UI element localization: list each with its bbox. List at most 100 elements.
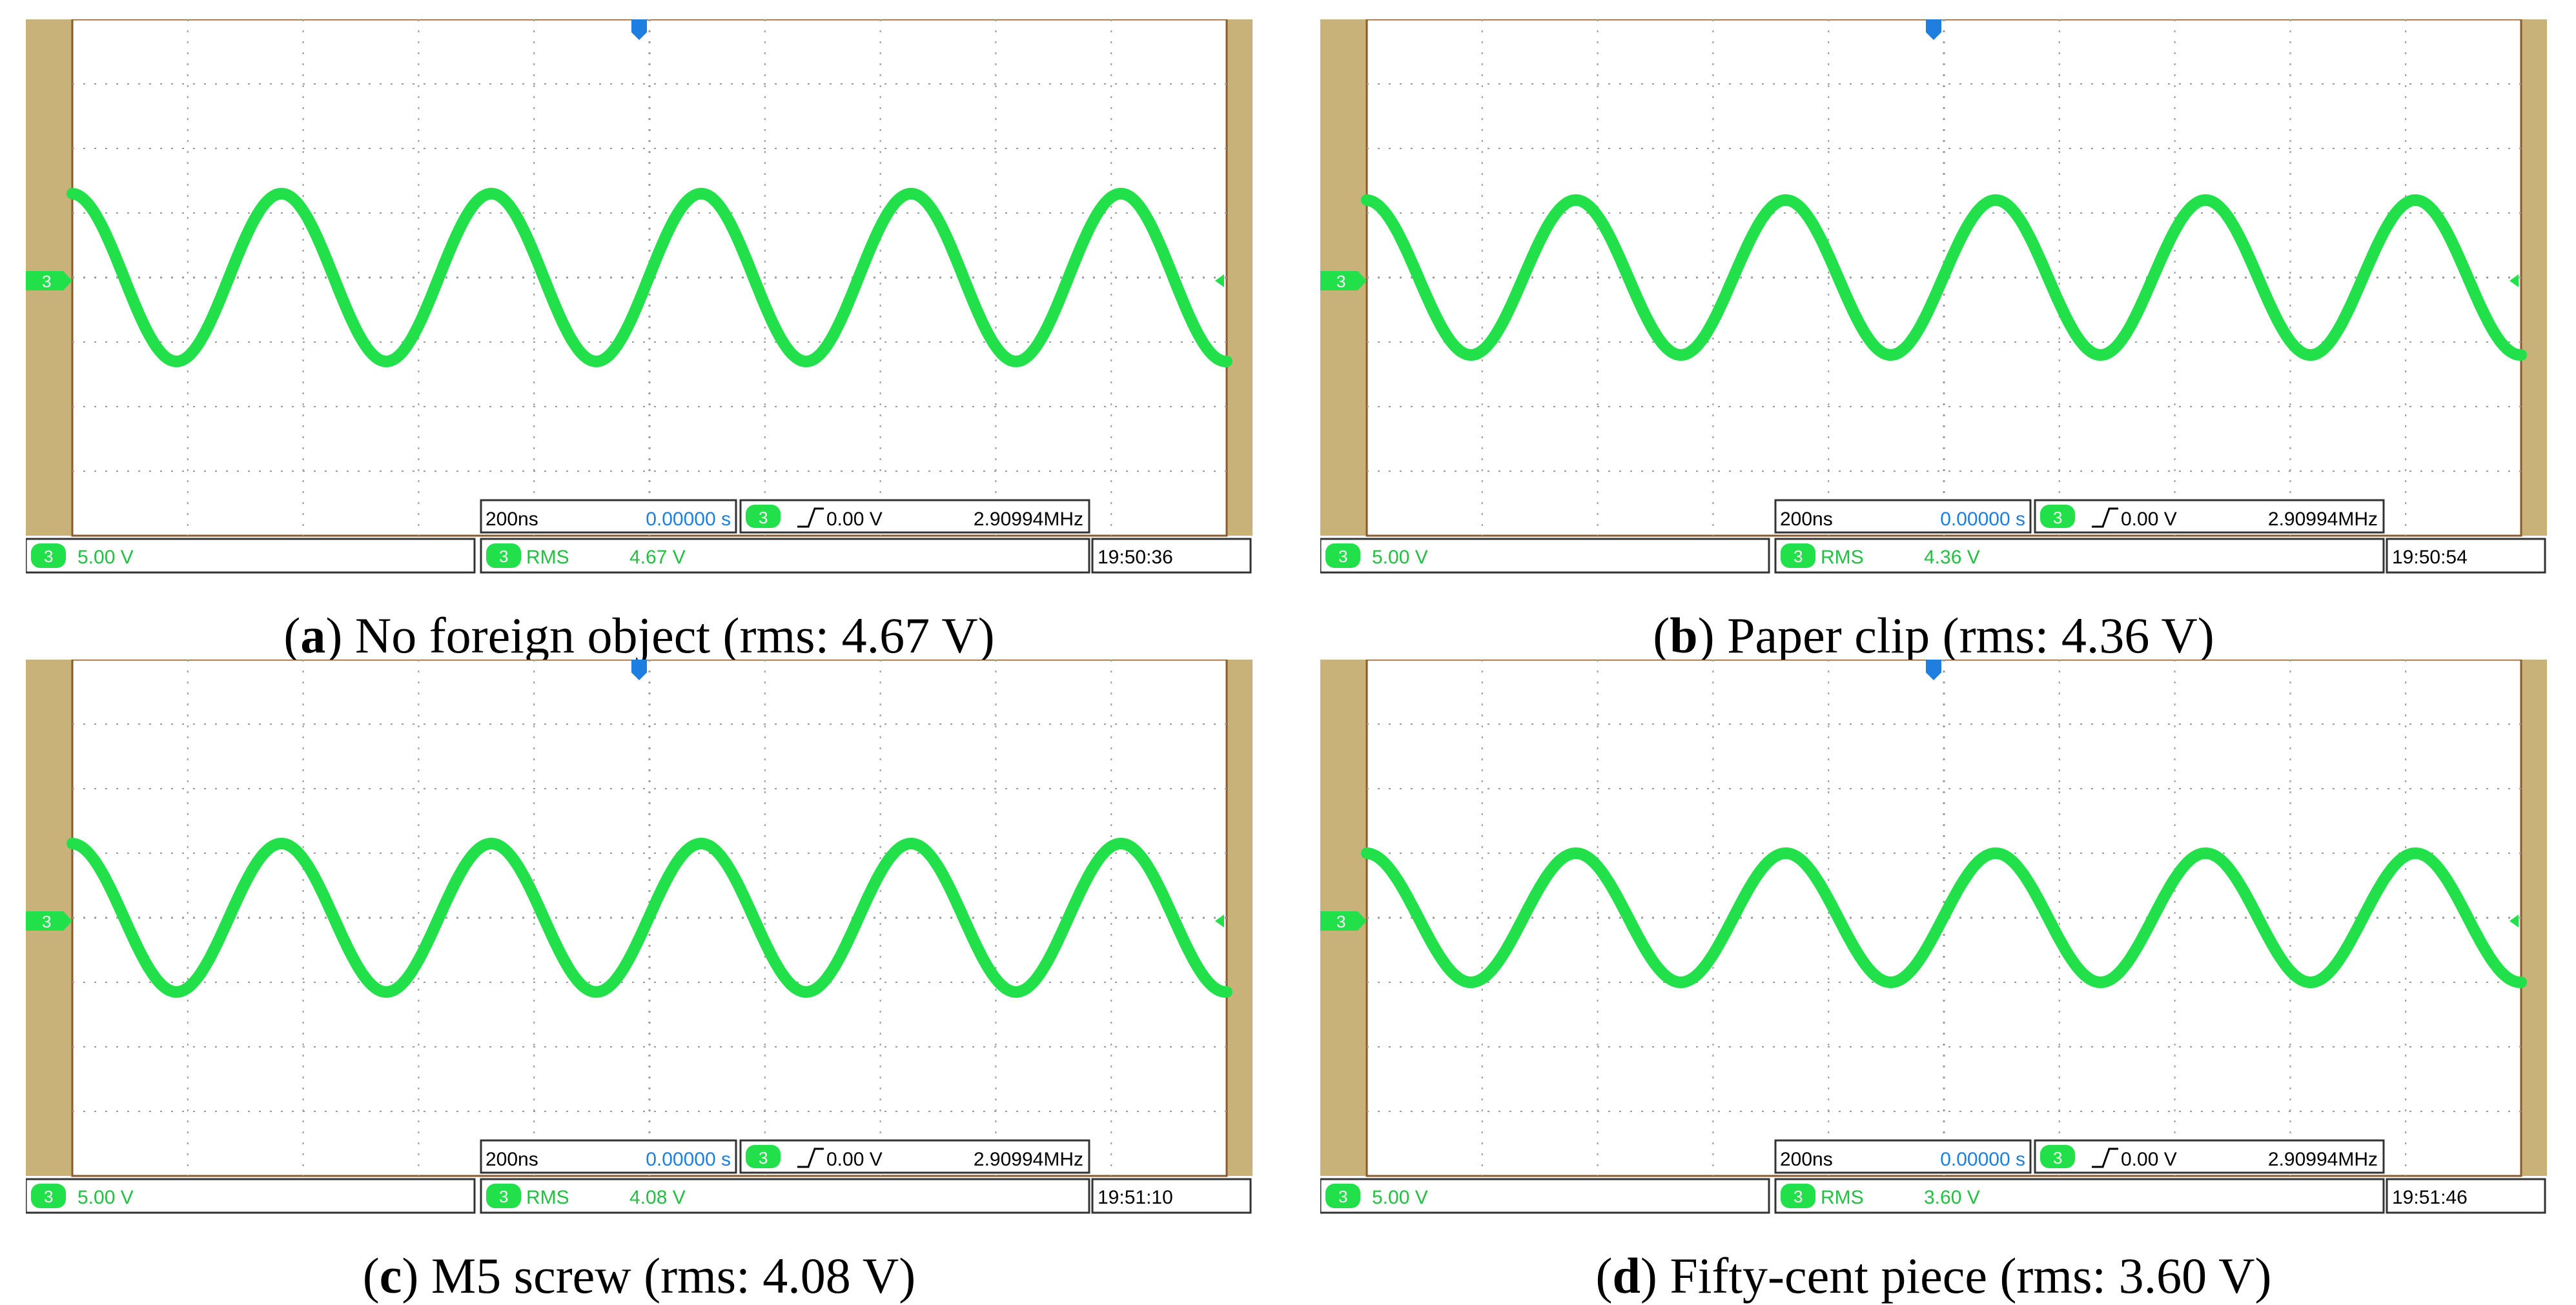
measure-badge-label: 3 bbox=[1794, 1187, 1803, 1206]
screen-border-right bbox=[2521, 19, 2547, 536]
panel-caption: (d) Fifty-cent piece (rms: 3.60 V) bbox=[1595, 1248, 2272, 1304]
caption-letter: d bbox=[1612, 1248, 1641, 1304]
clock-label: 19:51:46 bbox=[2392, 1187, 2468, 1208]
measure-badge bbox=[1781, 1184, 1815, 1208]
trigger-box bbox=[739, 1139, 1090, 1174]
channel-badge bbox=[1325, 543, 1360, 568]
channel-marker-label: 3 bbox=[1336, 272, 1345, 291]
measure-value-label: 4.08 V bbox=[629, 1187, 686, 1208]
panel-b: 3 200ns 0.00000 s 3 0.00 V 2.90994MHz 3 … bbox=[1320, 19, 2547, 665]
timebase-box bbox=[480, 499, 737, 534]
screen-border-right bbox=[2521, 660, 2547, 1176]
channel-marker-label: 3 bbox=[42, 912, 51, 931]
rising-edge-icon bbox=[797, 1148, 824, 1168]
clock-label: 19:50:36 bbox=[1098, 547, 1173, 568]
channel-ground-marker bbox=[1320, 271, 1367, 290]
timebase-box bbox=[480, 1139, 737, 1174]
channel-badge-label: 3 bbox=[1338, 547, 1347, 566]
channel-ground-marker bbox=[26, 271, 72, 290]
timebase-label: 200ns bbox=[1780, 1149, 1833, 1170]
timebase-label: 200ns bbox=[1780, 509, 1833, 530]
caption-text: ) M5 screw (rms: 4.08 V) bbox=[402, 1248, 916, 1304]
rising-edge-icon bbox=[2092, 1148, 2118, 1168]
measure-value-label: 4.36 V bbox=[1924, 547, 1980, 568]
caption-letter: b bbox=[1670, 607, 1698, 663]
frequency-label: 2.90994MHz bbox=[2268, 1149, 2378, 1170]
caption-text: ) Fifty-cent piece (rms: 3.60 V) bbox=[1640, 1248, 2272, 1304]
clock-box bbox=[2386, 538, 2546, 574]
signal-trace bbox=[1361, 847, 2527, 989]
scope-svg: 3 200ns 0.00000 s 3 0.00 V 2.90994MHz 3 … bbox=[1320, 660, 2547, 1228]
trigger-position-icon bbox=[1926, 660, 1941, 680]
trigger-channel-label: 3 bbox=[2053, 508, 2062, 527]
trigger-channel-label: 3 bbox=[2053, 1148, 2062, 1168]
channel-marker-label: 3 bbox=[42, 272, 51, 291]
channel-scale-box bbox=[26, 1178, 476, 1214]
trigger-position-icon bbox=[631, 19, 647, 40]
panel-a: 3 200ns 0.00000 s 3 0.00 V 2.90994MHz 3 … bbox=[26, 19, 1252, 665]
trigger-level-label: 0.00 V bbox=[826, 509, 883, 530]
channel-badge bbox=[1325, 1184, 1360, 1208]
trigger-position-icon bbox=[1926, 19, 1941, 40]
oscilloscope-screen: 3 200ns 0.00000 s 3 0.00 V 2.90994MHz 3 … bbox=[26, 660, 1252, 1240]
timebase-box bbox=[1774, 1139, 2032, 1174]
trigger-channel-badge bbox=[2040, 1145, 2075, 1168]
channel-badge-label: 3 bbox=[44, 1187, 53, 1206]
rising-edge-icon bbox=[797, 507, 824, 528]
measurement-box bbox=[480, 1178, 1090, 1214]
clock-box bbox=[1091, 1178, 1252, 1214]
frequency-label: 2.90994MHz bbox=[974, 509, 1083, 530]
scope-svg: 3 200ns 0.00000 s 3 0.00 V 2.90994MHz 3 … bbox=[1320, 19, 2547, 587]
channel-marker-label: 3 bbox=[1336, 912, 1345, 931]
panel-caption: (c) M5 screw (rms: 4.08 V) bbox=[362, 1248, 916, 1304]
channel-scale-box bbox=[26, 538, 476, 574]
oscilloscope-screen: 3 200ns 0.00000 s 3 0.00 V 2.90994MHz 3 … bbox=[1320, 19, 2547, 600]
volts-per-div-label: 5.00 V bbox=[77, 547, 134, 568]
trigger-level-icon bbox=[2510, 915, 2519, 927]
trigger-level-icon bbox=[2510, 274, 2519, 287]
signal-trace bbox=[1361, 194, 2527, 361]
volts-per-div-label: 5.00 V bbox=[1372, 1187, 1428, 1208]
panel-caption: (b) Paper clip (rms: 4.36 V) bbox=[1653, 607, 2214, 663]
channel-badge-label: 3 bbox=[44, 547, 53, 566]
trigger-channel-badge bbox=[746, 505, 781, 528]
measure-type-label: RMS bbox=[1821, 547, 1864, 568]
screen-border-right bbox=[1227, 19, 1252, 536]
clock-box bbox=[1091, 538, 1252, 574]
scope-svg: 3 200ns 0.00000 s 3 0.00 V 2.90994MHz 3 … bbox=[26, 19, 1252, 587]
timebase-label: 200ns bbox=[486, 509, 538, 530]
signal-trace bbox=[66, 187, 1232, 368]
delay-label: 0.00000 s bbox=[646, 1149, 731, 1170]
timebase-box bbox=[1774, 499, 2032, 534]
panel-d: 3 200ns 0.00000 s 3 0.00 V 2.90994MHz 3 … bbox=[1320, 660, 2547, 1305]
measure-badge bbox=[1781, 543, 1815, 568]
volts-per-div-label: 5.00 V bbox=[77, 1187, 134, 1208]
trigger-channel-badge bbox=[2040, 505, 2075, 528]
timebase-label: 200ns bbox=[486, 1149, 538, 1170]
trigger-position-icon bbox=[631, 660, 647, 680]
channel-ground-marker bbox=[1320, 911, 1367, 931]
oscilloscope-screen: 3 200ns 0.00000 s 3 0.00 V 2.90994MHz 3 … bbox=[1320, 660, 2547, 1240]
channel-ground-marker bbox=[26, 911, 72, 931]
rising-edge-icon bbox=[2092, 507, 2118, 528]
trigger-level-icon bbox=[1215, 915, 1224, 927]
caption-letter: a bbox=[300, 607, 326, 663]
frequency-label: 2.90994MHz bbox=[2268, 509, 2378, 530]
screen-border-right bbox=[1227, 660, 1252, 1176]
trigger-level-label: 0.00 V bbox=[2121, 509, 2177, 530]
measure-badge-label: 3 bbox=[1794, 547, 1803, 566]
clock-box bbox=[2386, 1178, 2546, 1214]
clock-label: 19:50:54 bbox=[2392, 547, 2468, 568]
caption-text: ) No foreign object (rms: 4.67 V) bbox=[325, 607, 995, 663]
measurement-box bbox=[1774, 1178, 2385, 1214]
caption-letter: c bbox=[379, 1248, 402, 1304]
delay-label: 0.00000 s bbox=[1940, 1149, 2025, 1170]
measurement-box bbox=[1774, 538, 2385, 574]
volts-per-div-label: 5.00 V bbox=[1372, 547, 1428, 568]
trigger-level-icon bbox=[1215, 274, 1224, 287]
delay-label: 0.00000 s bbox=[646, 509, 731, 530]
measure-value-label: 4.67 V bbox=[629, 547, 686, 568]
channel-scale-box bbox=[1320, 538, 1770, 574]
trigger-level-label: 0.00 V bbox=[826, 1149, 883, 1170]
measure-type-label: RMS bbox=[526, 1187, 569, 1208]
